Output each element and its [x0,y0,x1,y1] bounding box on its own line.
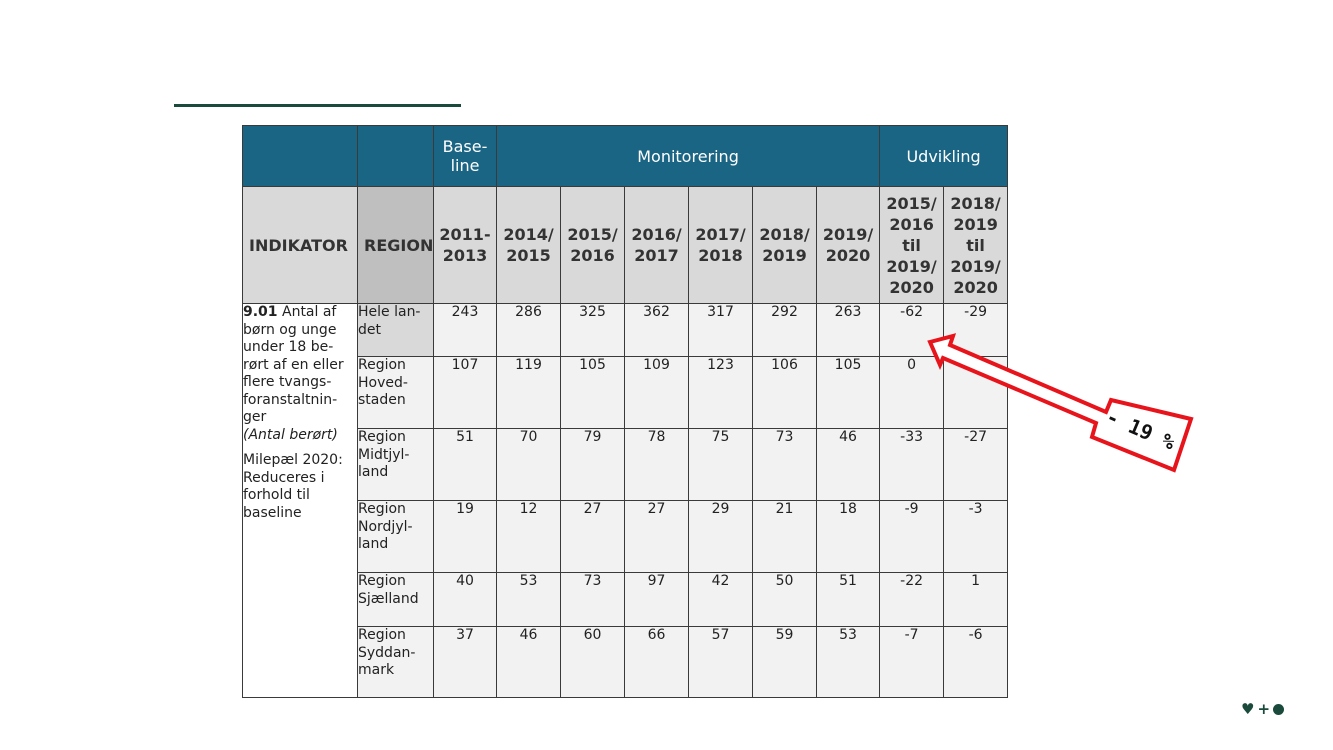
table-row: 9.01 Antal af børn og unge under 18 be- … [242,303,1009,698]
region-cell: Hele lan- det [357,303,434,357]
value-cell: 29 [688,500,753,573]
column-header-indicator: INDIKATOR [242,186,358,304]
value-cell: 106 [752,356,817,429]
value-cell: 243 [433,303,497,357]
brand-logo: ♥ + [1241,700,1285,718]
value-cell: -62 [879,303,945,357]
column-header-year: 2015/ 2016 [560,186,625,304]
value-cell: 73 [560,572,625,627]
indicator-table: Base- line Monitorering Udvikling INDIKA… [242,125,1009,698]
value-cell: 73 [752,428,817,501]
region-cell: Region Hoved- staden [357,356,434,429]
value-cell: 70 [496,428,561,501]
value-cell: 79 [560,428,625,501]
table-row: Region Nordjyl- land 19 12 27 27 29 21 18 -9 -3 [243,500,1009,573]
value-cell: 317 [688,303,753,357]
table-row: Region Sjælland 40 53 73 97 42 50 51 -22 1 [243,572,1009,627]
value-cell: -22 [879,572,945,627]
indicator-description: 9.01 Antal af børn og unge under 18 be- … [243,304,357,427]
value-cell: 37 [433,626,497,698]
value-cell: 50 [752,572,817,627]
value-cell: 27 [560,500,625,573]
value-cell: 46 [815,428,881,501]
value-cell: 40 [433,572,497,627]
value-cell: -29 [943,303,1009,357]
value-cell: -6 [943,626,1009,698]
value-cell: 59 [752,626,817,698]
value-cell: -7 [879,626,945,698]
column-header-year: 2017/ 2018 [688,186,753,304]
group-header-row: Base- line Monitorering Udvikling [242,125,1009,187]
plus-icon: + [1257,700,1271,718]
value-cell: 19 [433,500,497,573]
column-header-year: 2019/ 2020 [815,186,881,304]
value-cell: 18 [815,500,881,573]
group-header-empty [357,125,434,187]
value-cell: 75 [688,428,753,501]
value-cell: 97 [624,572,689,627]
value-cell: 105 [560,356,625,429]
value-cell: 53 [496,572,561,627]
title-rule [174,104,461,107]
circle-icon [1273,703,1285,715]
value-cell: 362 [624,303,689,357]
table-row: Region Hoved- staden 107 119 105 109 123 106 10… [243,356,1009,429]
column-header-year: 2011- 2013 [433,186,497,304]
value-cell: 78 [624,428,689,501]
value-cell: 107 [433,356,497,429]
value-cell: 263 [815,303,881,357]
value-cell: 0 [879,356,945,429]
heart-icon: ♥ [1241,700,1255,718]
group-header-baseline: Base- line [433,125,497,187]
value-cell: 42 [688,572,753,627]
value-cell: 66 [624,626,689,698]
value-cell: -3 [943,500,1009,573]
value-cell: -9 [879,500,945,573]
column-header-region: REGION [357,186,434,304]
indicator-text: Antal af børn og unge under 18 be- rørt … [243,304,344,425]
value-cell: -27 [943,428,1009,501]
value-cell: 286 [496,303,561,357]
callout-label: - 19 % [1103,404,1179,454]
group-header-empty [242,125,358,187]
indicator-cell: 9.01 Antal af børn og unge under 18 be- … [242,303,358,698]
value-cell: 109 [624,356,689,429]
value-cell: 51 [433,428,497,501]
table-row: Region Syddan- mark 37 46 60 66 57 59 53 -7 -6 [243,626,1009,698]
region-cell: Region Midtjyl- land [357,428,434,501]
value-cell: 60 [560,626,625,698]
column-header-row: INDIKATOR REGION 2011- 2013 2014/ 2015 2… [242,186,1009,304]
value-cell: -1 [943,356,1009,429]
region-cell: Region Nordjyl- land [357,500,434,573]
region-cell: Region Sjælland [357,572,434,627]
indicator-code: 9.01 [243,304,278,320]
value-cell: 51 [815,572,881,627]
value-cell: 27 [624,500,689,573]
value-cell: 46 [496,626,561,698]
value-cell: 292 [752,303,817,357]
indicator-unit: (Antal berørt) [243,426,338,443]
indicator-milestone: Milepæl 2020: Reduceres i forhold til ba… [243,452,343,521]
value-cell: 1 [943,572,1009,627]
value-cell: 325 [560,303,625,357]
column-header-dev: 2018/ 2019 til 2019/ 2020 [943,186,1009,304]
value-cell: 105 [815,356,881,429]
value-cell: -33 [879,428,945,501]
table-row: Region Midtjyl- land 51 70 79 78 75 73 46 -33 -27 [243,428,1009,501]
value-cell: 57 [688,626,753,698]
group-header-monitoring: Monitorering [495,125,881,187]
column-header-year: 2014/ 2015 [496,186,561,304]
group-header-development: Udvikling [879,125,1009,187]
column-header-year: 2018/ 2019 [752,186,817,304]
column-header-year: 2016/ 2017 [624,186,689,304]
value-cell: 119 [496,356,561,429]
value-cell: 123 [688,356,753,429]
value-cell: 21 [752,500,817,573]
column-header-dev: 2015/ 2016 til 2019/ 2020 [879,186,945,304]
region-cell: Region Syddan- mark [357,626,434,698]
value-cell: 53 [815,626,881,698]
value-cell: 12 [496,500,561,573]
